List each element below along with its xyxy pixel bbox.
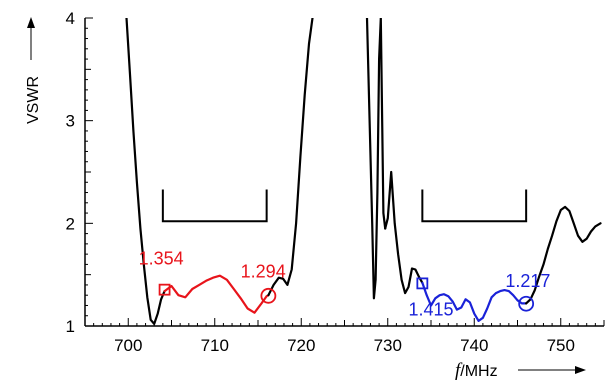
data-label: 1.354	[139, 248, 184, 268]
band-bracket	[161, 189, 268, 223]
x-axis-arrow-head	[575, 366, 586, 374]
vswr-curve	[125, 18, 602, 325]
series-line	[125, 18, 166, 325]
data-label: 1.415	[408, 300, 453, 320]
y-tick-label: 1	[66, 317, 75, 336]
series-line	[421, 281, 528, 322]
band-brackets	[161, 189, 528, 223]
y-axis-title: VSWR	[25, 17, 42, 124]
x-tick-label: 730	[374, 336, 402, 355]
y-axis-label: VSWR	[25, 76, 42, 124]
y-axis-arrow-head	[27, 17, 35, 28]
y-tick-label: 3	[66, 112, 75, 131]
x-axis-label-unit: /MHz	[460, 363, 497, 380]
marker-circle	[260, 287, 277, 304]
series-line	[365, 18, 387, 300]
x-tick-label: 700	[114, 336, 142, 355]
y-tick-label: 4	[66, 9, 75, 28]
series-line	[384, 170, 424, 295]
series-line	[525, 205, 602, 305]
y-tick-label: 2	[66, 214, 75, 233]
marker-square	[416, 277, 429, 290]
x-tick-label: 720	[287, 336, 315, 355]
band-bracket	[421, 189, 528, 223]
annotations: 1.354 1.294 1.415 1.217	[139, 248, 551, 319]
x-tick-label: 750	[547, 336, 575, 355]
data-label: 1.217	[505, 271, 550, 291]
marker-circle	[518, 295, 535, 312]
marker-square	[158, 283, 171, 296]
x-axis-label-symbol: f	[455, 360, 463, 381]
axes: 700 710 720 730 740 750 1 2 3 4	[66, 9, 605, 355]
series-line	[163, 274, 270, 314]
x-tick-label: 740	[460, 336, 488, 355]
x-axis-title: f/MHz	[455, 360, 586, 381]
x-tick-label: 710	[201, 336, 229, 355]
x-axis-label: f/MHz	[455, 360, 498, 381]
data-label: 1.294	[241, 262, 286, 282]
series-line	[267, 18, 314, 297]
